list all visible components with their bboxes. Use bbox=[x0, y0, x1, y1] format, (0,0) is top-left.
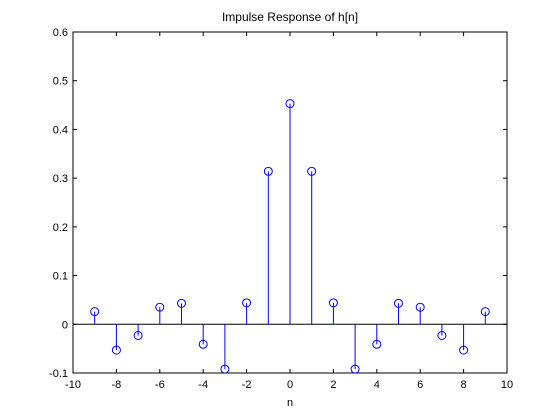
stem-marker bbox=[155, 302, 165, 312]
stem-marker bbox=[242, 298, 252, 308]
x-tick-label: -4 bbox=[198, 379, 208, 391]
stem-marker bbox=[90, 307, 100, 317]
y-tick-label: 0.1 bbox=[53, 271, 68, 283]
stem-marker bbox=[198, 339, 208, 349]
stem-marker bbox=[177, 298, 186, 308]
stem-marker bbox=[220, 364, 230, 374]
x-tick-label: 10 bbox=[501, 379, 513, 391]
stems bbox=[94, 103, 486, 370]
y-tick-label: 0.4 bbox=[53, 124, 68, 136]
tick-labels: -10 -8 -6 -4 -2 0 2 4 6 8 10 -0.1 0 0.1 0.2 0.3 0.4 0.5 0.… bbox=[49, 27, 513, 391]
stem-marker bbox=[437, 330, 447, 340]
ticks bbox=[72, 31, 508, 374]
stem-marker bbox=[372, 339, 382, 349]
x-tick-label: 4 bbox=[374, 379, 380, 391]
stem-marker bbox=[394, 298, 403, 308]
y-tick-label: 0.3 bbox=[53, 173, 68, 185]
chart-title: Impulse Response of h[n] bbox=[222, 10, 358, 24]
stem-marker bbox=[459, 345, 469, 355]
markers bbox=[90, 99, 490, 374]
stem-marker bbox=[133, 330, 143, 340]
x-tick-label: -8 bbox=[112, 379, 122, 391]
y-tick-label: 0.5 bbox=[53, 76, 68, 88]
stem-marker bbox=[111, 345, 121, 355]
x-tick-label: 8 bbox=[461, 379, 467, 391]
x-tick-label: -2 bbox=[242, 379, 252, 391]
stem-marker bbox=[263, 166, 273, 176]
y-tick-label: 0.2 bbox=[53, 222, 68, 234]
y-tick-label: -0.1 bbox=[49, 368, 68, 380]
stem-marker bbox=[415, 302, 425, 312]
stem-marker bbox=[307, 166, 317, 176]
stem-marker bbox=[328, 298, 338, 308]
x-tick-label: 6 bbox=[417, 379, 423, 391]
stem-marker bbox=[285, 99, 295, 109]
x-tick-label: 0 bbox=[287, 379, 293, 391]
y-tick-label: 0 bbox=[62, 319, 68, 331]
x-tick-label: 2 bbox=[330, 379, 336, 391]
x-tick-label: -6 bbox=[155, 379, 165, 391]
x-axis-label: n bbox=[287, 397, 293, 409]
stem-marker bbox=[480, 307, 490, 317]
y-tick-label: 0.6 bbox=[53, 27, 68, 39]
stem-marker bbox=[350, 364, 360, 374]
x-tick-label: -10 bbox=[65, 379, 81, 391]
